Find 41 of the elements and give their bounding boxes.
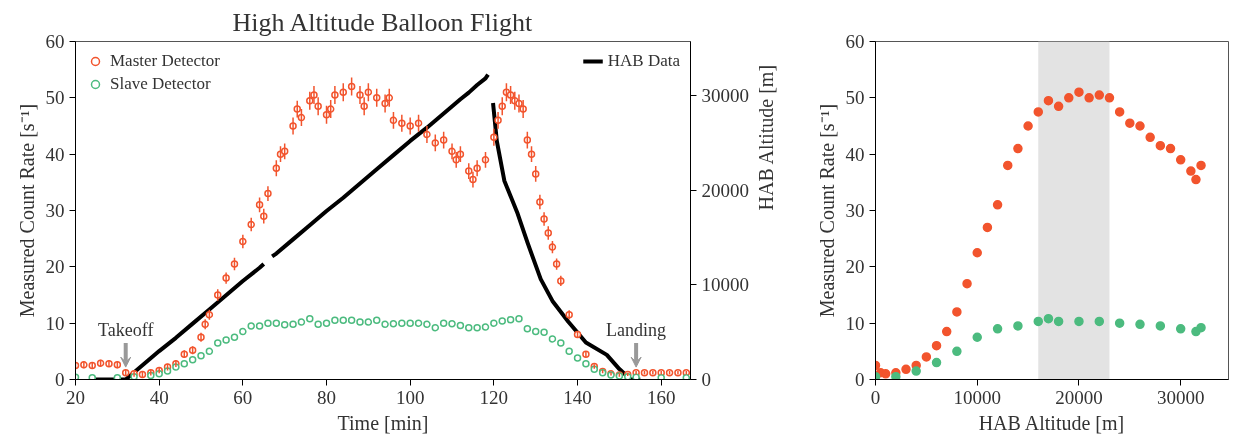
y-tick-label: 20 xyxy=(845,256,865,278)
y-tick-label: 30 xyxy=(845,200,865,221)
x-tick-label: 60 xyxy=(233,386,253,408)
x-tick-label: 0 xyxy=(870,386,881,408)
x-tick-label: 40 xyxy=(149,386,169,408)
x-axis-title: Time [min] xyxy=(337,411,429,434)
y-tick-label: 40 xyxy=(845,143,865,165)
y-tick-label: 10 xyxy=(845,312,865,334)
y-tick-label: 0 xyxy=(55,369,65,390)
y-tick-label: 30 xyxy=(45,200,65,221)
x-tick-label: 100 xyxy=(395,386,425,408)
chart-title: High Altitude Balloon Flight xyxy=(232,7,533,37)
annotation: Landing xyxy=(606,320,667,341)
y-tick-label: 0 xyxy=(855,369,865,390)
annotation: Takeoff xyxy=(98,320,154,341)
x-tick-label: 120 xyxy=(479,386,509,408)
y-tick-label: 60 xyxy=(45,31,65,52)
x-tick-label: 30000 xyxy=(1156,386,1205,408)
y2-tick-label: 10000 xyxy=(701,274,749,296)
y2-tick-label: 0 xyxy=(701,369,711,390)
x-tick-label: 20000 xyxy=(1055,386,1103,408)
x-axis-title: HAB Altitude [m] xyxy=(978,411,1125,434)
x-tick-label: 140 xyxy=(563,386,592,408)
y-tick-label: 50 xyxy=(45,87,65,109)
y-tick-label: 10 xyxy=(45,312,65,334)
legend-label: Slave Detector xyxy=(110,74,211,94)
legend-label: Master Detector xyxy=(110,51,220,71)
y2-tick-label: 20000 xyxy=(701,179,749,201)
legend-label: HAB Data xyxy=(607,51,680,71)
y2-axis-title: HAB Altitude [m] xyxy=(755,64,777,211)
x-tick-label: 10000 xyxy=(953,386,1001,408)
y-tick-label: 50 xyxy=(845,87,865,109)
x-tick-label: 20 xyxy=(66,386,85,408)
y-tick-label: 20 xyxy=(45,256,65,278)
y-axis-title: Measured Count Rate [s⁻¹] xyxy=(15,103,38,318)
x-tick-label: 80 xyxy=(317,386,337,408)
y2-tick-label: 30000 xyxy=(701,84,749,106)
y-tick-label: 60 xyxy=(845,31,865,52)
x-tick-label: 160 xyxy=(646,386,676,408)
y-tick-label: 40 xyxy=(45,143,65,165)
y-axis-title: Measured Count Rate [s⁻¹] xyxy=(815,103,838,318)
